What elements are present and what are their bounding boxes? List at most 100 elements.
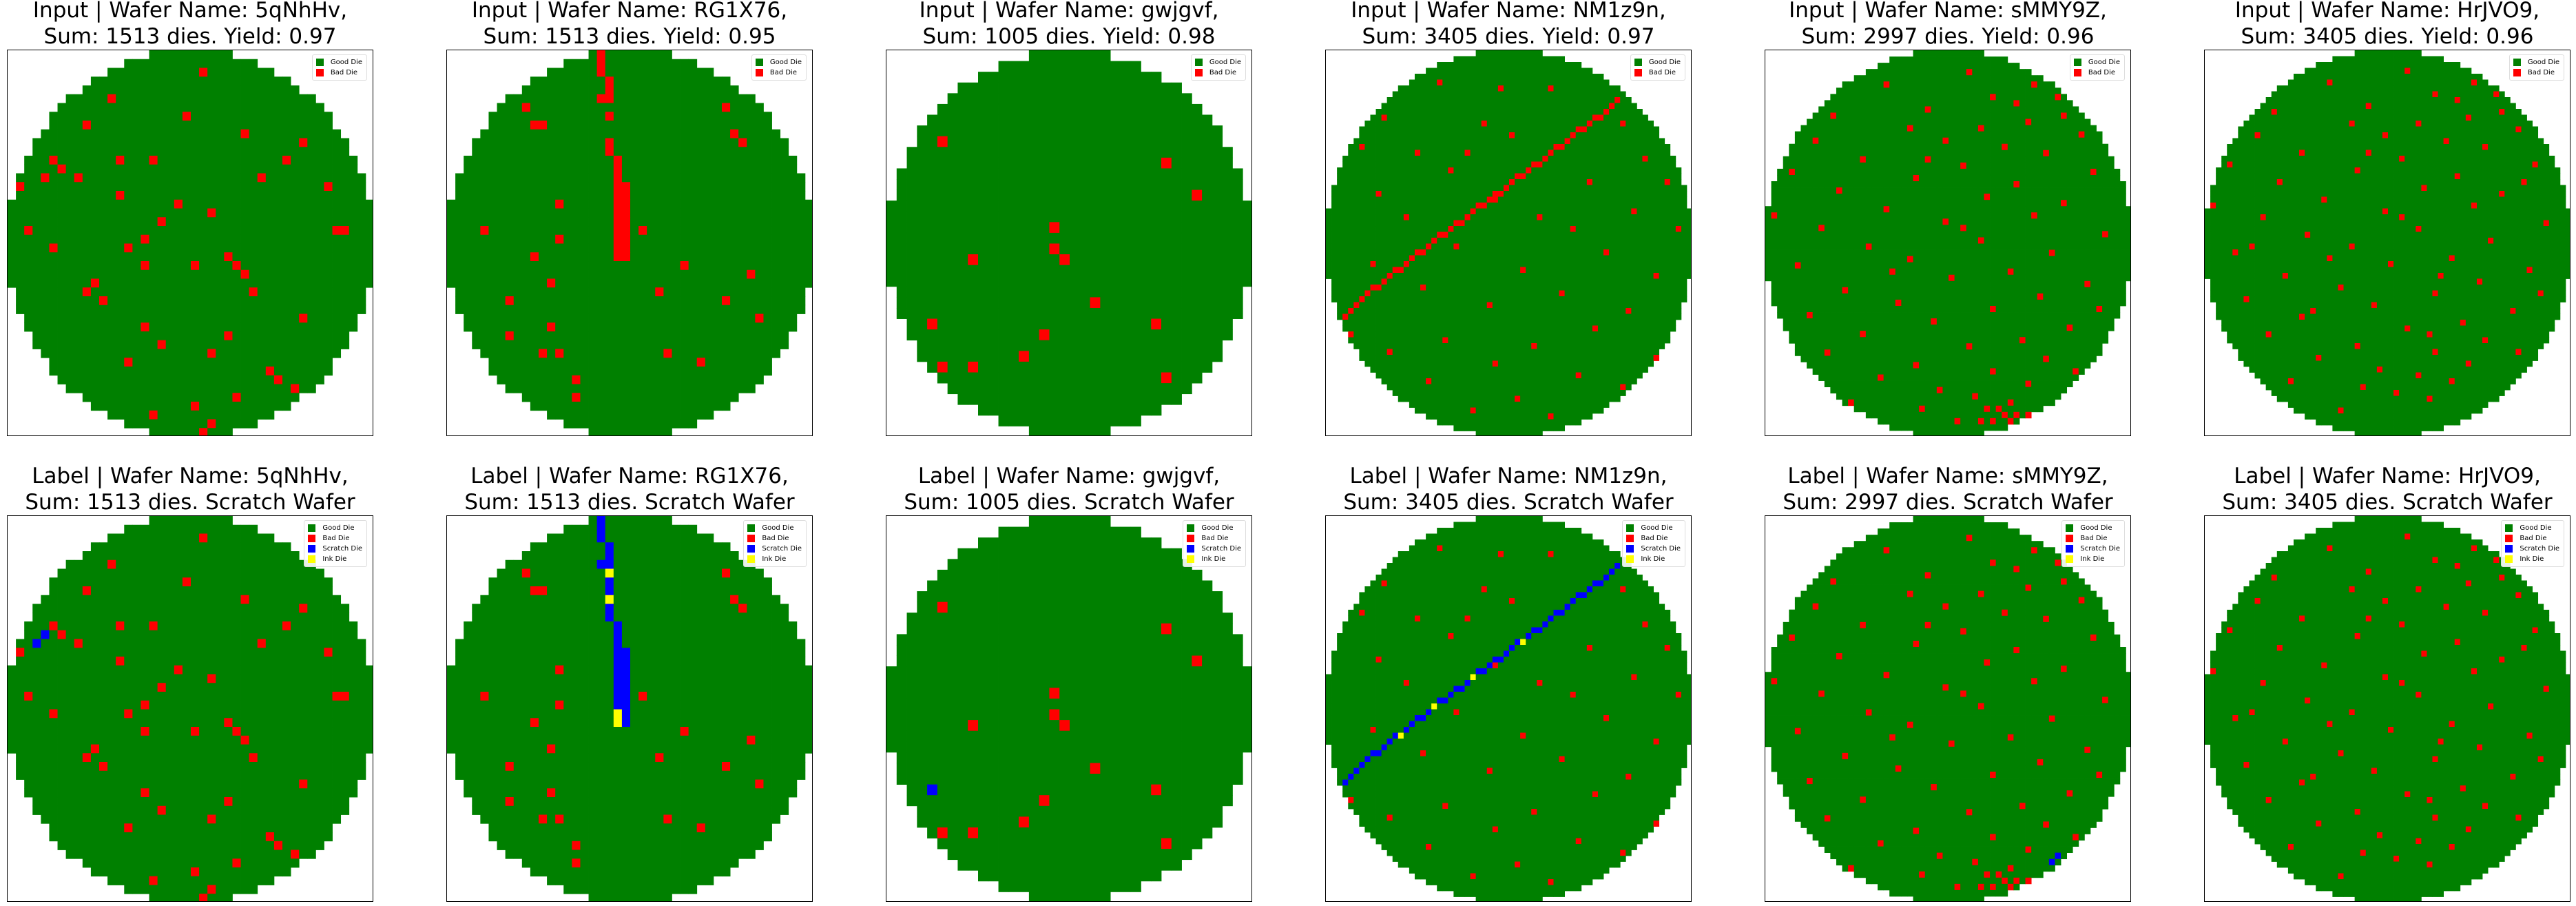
good-die <box>332 252 342 262</box>
good-die <box>1398 138 1404 145</box>
good-die <box>165 59 175 68</box>
good-die <box>563 164 572 174</box>
good-die <box>182 313 191 323</box>
good-die <box>655 121 664 130</box>
good-die <box>349 322 358 332</box>
good-die <box>655 68 664 77</box>
good-die <box>199 103 208 112</box>
good-die <box>82 367 92 376</box>
good-die <box>49 296 58 306</box>
good-die <box>216 305 225 314</box>
good-die <box>1515 91 1521 98</box>
good-die <box>705 138 714 147</box>
good-die <box>1059 93 1070 105</box>
good-die <box>299 182 308 192</box>
good-die <box>998 243 1009 255</box>
good-die <box>638 296 647 306</box>
good-die <box>488 349 497 358</box>
good-die <box>1426 144 1432 150</box>
good-die <box>1070 61 1081 72</box>
good-die <box>588 226 598 236</box>
good-die <box>1090 404 1101 416</box>
good-die <box>340 287 350 297</box>
good-die <box>563 121 572 130</box>
good-die <box>1212 179 1223 190</box>
good-die <box>1559 56 1566 63</box>
good-die <box>157 234 167 244</box>
good-die <box>199 138 208 147</box>
good-die <box>1464 114 1471 121</box>
good-die <box>157 261 167 271</box>
good-die <box>605 410 614 420</box>
good-die <box>165 243 175 253</box>
good-die <box>191 129 200 138</box>
good-die <box>132 402 141 411</box>
good-die <box>249 138 258 147</box>
good-die <box>1039 125 1050 137</box>
good-die <box>116 217 125 227</box>
good-die <box>1448 97 1454 103</box>
good-die <box>182 402 191 411</box>
good-die <box>191 138 200 147</box>
good-die <box>1079 232 1090 244</box>
good-die <box>232 85 241 95</box>
good-die <box>497 182 506 192</box>
good-die <box>282 278 291 288</box>
good-die <box>947 383 958 395</box>
good-die <box>282 261 291 271</box>
good-die <box>324 208 333 218</box>
good-die <box>621 419 631 429</box>
good-die <box>224 129 233 138</box>
good-die <box>57 138 67 147</box>
good-die <box>32 182 41 192</box>
good-die <box>513 269 523 279</box>
good-die <box>505 164 515 174</box>
good-die <box>299 103 308 112</box>
good-die <box>1079 393 1090 405</box>
good-die <box>488 164 497 174</box>
good-die <box>1486 62 1493 68</box>
good-die <box>605 59 614 68</box>
good-die <box>464 173 472 183</box>
good-die <box>1100 297 1111 309</box>
good-die <box>1581 114 1588 121</box>
good-die <box>1028 243 1040 255</box>
good-die <box>455 173 464 183</box>
good-die <box>1570 150 1577 156</box>
good-die <box>149 164 158 174</box>
bad-die <box>555 234 564 244</box>
good-die <box>1664 150 1671 156</box>
good-die <box>57 269 67 279</box>
good-die <box>324 191 333 200</box>
bad-die <box>16 182 25 192</box>
good-die <box>165 313 175 323</box>
good-die <box>240 278 250 288</box>
good-die <box>90 375 100 384</box>
good-die <box>530 296 539 306</box>
good-die <box>1232 308 1243 319</box>
good-die <box>90 191 100 200</box>
good-die <box>1670 156 1676 162</box>
good-die <box>696 278 706 288</box>
good-die <box>672 358 681 367</box>
good-die <box>90 164 100 174</box>
good-die <box>613 112 623 121</box>
good-die <box>722 349 731 358</box>
good-die <box>1120 361 1132 373</box>
good-die <box>497 375 506 384</box>
good-die <box>99 269 108 279</box>
good-die <box>291 375 300 384</box>
good-die <box>1637 144 1643 150</box>
good-die <box>240 261 250 271</box>
good-die <box>713 76 723 86</box>
good-die <box>497 313 506 323</box>
good-die <box>521 278 531 288</box>
good-die <box>747 349 756 358</box>
good-die <box>988 179 999 190</box>
good-die <box>480 199 489 209</box>
good-die <box>1503 138 1510 145</box>
good-die <box>74 287 83 297</box>
good-die <box>49 217 58 227</box>
good-die <box>722 393 731 402</box>
good-die <box>957 340 968 351</box>
